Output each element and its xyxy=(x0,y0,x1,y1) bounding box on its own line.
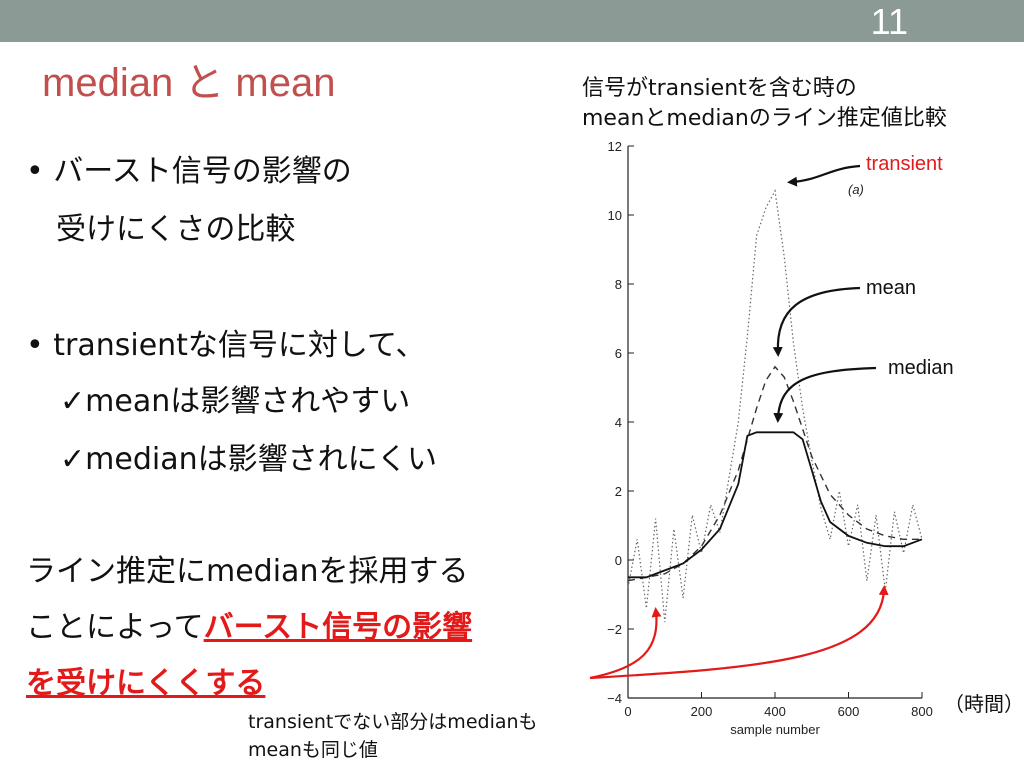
y-tick-label: 2 xyxy=(615,484,622,499)
time-axis-label: （時間） xyxy=(944,692,1024,716)
conclusion-line-2: ことによってバースト信号の影響 xyxy=(26,600,472,656)
chart-series xyxy=(627,188,923,623)
conclusion-paragraph: ライン推定にmedianを採用する ことによってバースト信号の影響 を受けにくく… xyxy=(26,544,472,712)
bullet-item: • バースト信号の影響の xyxy=(26,154,352,189)
red-arrow-right xyxy=(589,585,889,680)
y-tick-label: 12 xyxy=(608,139,622,154)
conclusion-highlight: を受けにくくする xyxy=(26,666,266,701)
y-tick-label: 6 xyxy=(615,346,622,361)
footnote: transientでない部分はmedianも meanも同じ値 xyxy=(248,708,538,764)
chart-annotations: transient mean median xyxy=(772,153,954,423)
bullet-item: • transientな信号に対して、 xyxy=(26,328,426,363)
chart-caption-line-1: 信号がtransientを含む時の xyxy=(582,76,857,101)
arrow-mean xyxy=(772,286,861,357)
bullet-item: ✓meanは影響されやすい xyxy=(60,384,411,419)
x-tick-label: 800 xyxy=(911,704,933,719)
x-tick-label: 0 xyxy=(624,704,631,719)
chart-caption-line-2: meanとmedianのライン推定値比較 xyxy=(582,106,947,131)
bullet-item: 受けにくさの比較 xyxy=(56,212,296,247)
transient-free-arrows xyxy=(589,585,889,680)
y-tick-label: 8 xyxy=(615,277,622,292)
y-tick-label: −2 xyxy=(607,622,622,637)
conclusion-plain-text: ことによって xyxy=(26,610,204,645)
annotation-mean: mean xyxy=(866,277,916,299)
series-line-dashed xyxy=(627,365,922,582)
red-arrow-left xyxy=(589,607,662,680)
bullet-item: ✓medianは影響されにくい xyxy=(60,442,437,477)
page-number: 11 xyxy=(870,1,908,42)
y-tick-label: 10 xyxy=(608,208,622,223)
annotation-transient: transient xyxy=(866,153,943,175)
arrow-median xyxy=(773,366,877,423)
conclusion-line-1: ライン推定にmedianを採用する xyxy=(26,554,469,589)
top-bar xyxy=(0,0,1024,42)
conclusion-line-3: を受けにくくする xyxy=(26,656,472,712)
slide-title: median と mean xyxy=(42,61,336,105)
series-line-solid xyxy=(628,431,923,579)
footnote-line-1: transientでない部分はmedianも xyxy=(248,711,538,733)
series-line-dotted xyxy=(627,188,923,623)
chart-caption: 信号がtransientを含む時の meanとmedianのライン推定値比較 xyxy=(582,74,947,134)
x-tick-label: 400 xyxy=(764,704,786,719)
y-tick-label: 0 xyxy=(615,553,622,568)
y-tick-label: −4 xyxy=(607,691,622,706)
x-tick-label: 200 xyxy=(691,704,713,719)
x-tick-label: 600 xyxy=(838,704,860,719)
conclusion-highlight: バースト信号の影響 xyxy=(203,610,473,645)
annotation-median: median xyxy=(888,357,954,379)
arrow-transient xyxy=(787,164,861,187)
footnote-line-2: meanも同じ値 xyxy=(248,739,378,761)
y-tick-label: 4 xyxy=(615,415,622,430)
panel-label: (a) xyxy=(848,182,864,197)
chart-axes: −4 −2 0 2 4 6 8 10 12 0 200 400 600 800 sample number (… xyxy=(607,139,933,737)
x-axis-label: sample number xyxy=(730,722,820,737)
